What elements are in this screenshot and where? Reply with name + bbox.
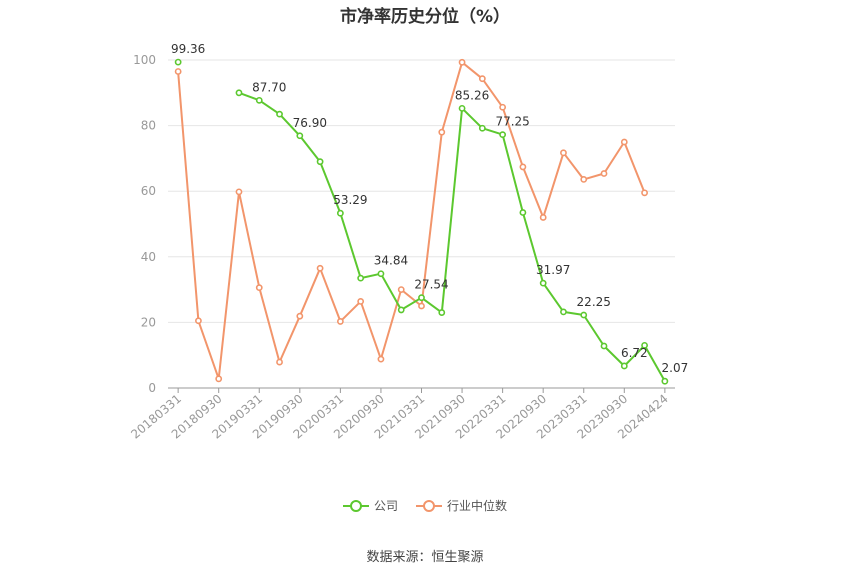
data-point-industry bbox=[276, 358, 283, 366]
data-point-company bbox=[296, 132, 304, 140]
data-label: 31.97 bbox=[536, 263, 570, 277]
data-label: 99.36 bbox=[171, 42, 205, 56]
data-point-industry bbox=[438, 128, 446, 136]
data-point-company bbox=[478, 124, 486, 132]
data-point-industry bbox=[336, 318, 344, 325]
data-label: 27.54 bbox=[414, 278, 448, 292]
data-point-industry bbox=[499, 103, 507, 111]
chart-title: 市净率历史分位（%） bbox=[339, 7, 511, 27]
data-point-industry bbox=[255, 284, 263, 292]
data-point-industry bbox=[357, 298, 365, 305]
legend-swatch-company bbox=[342, 499, 369, 512]
data-label: 77.25 bbox=[495, 115, 529, 129]
y-tick-label: 100 bbox=[133, 53, 156, 67]
data-point-industry bbox=[215, 375, 223, 383]
data-point-company bbox=[499, 131, 507, 139]
y-tick-label: 0 bbox=[148, 381, 156, 395]
data-source: 数据来源：恒生聚源 bbox=[366, 550, 484, 565]
data-label: 87.70 bbox=[252, 80, 286, 94]
data-label: 85.26 bbox=[455, 88, 489, 102]
y-tick-label: 40 bbox=[141, 250, 156, 264]
data-label: 76.90 bbox=[293, 116, 327, 130]
data-point-company bbox=[336, 209, 344, 217]
data-point-industry bbox=[519, 163, 527, 171]
legend-item-industry[interactable]: 行业中位数 bbox=[416, 497, 507, 514]
data-point-company bbox=[600, 342, 608, 350]
data-point-company bbox=[397, 306, 405, 314]
data-point-company bbox=[276, 110, 283, 118]
data-point-industry bbox=[174, 68, 182, 75]
y-tick-label: 80 bbox=[141, 119, 156, 133]
data-point-company bbox=[174, 58, 182, 66]
data-point-industry bbox=[296, 312, 304, 320]
data-point-company bbox=[661, 377, 669, 385]
data-point-industry bbox=[478, 75, 486, 83]
data-point-company bbox=[418, 294, 425, 302]
data-point-company bbox=[560, 308, 567, 316]
data-point-industry bbox=[235, 188, 243, 196]
data-point-industry bbox=[580, 175, 588, 183]
legend-label-industry: 行业中位数 bbox=[447, 499, 508, 513]
data-label: 22.25 bbox=[577, 295, 611, 309]
data-point-company bbox=[580, 311, 588, 319]
y-tick-label: 20 bbox=[141, 315, 156, 329]
series-line-industry bbox=[177, 61, 646, 380]
data-point-company bbox=[377, 270, 385, 278]
data-point-industry bbox=[641, 189, 648, 197]
data-point-industry bbox=[377, 355, 385, 363]
data-point-industry bbox=[620, 138, 628, 146]
data-label: 53.29 bbox=[333, 193, 367, 207]
legend-item-company[interactable]: 公司 bbox=[342, 497, 398, 514]
legend-label-company: 公司 bbox=[373, 499, 398, 513]
data-point-company bbox=[235, 89, 243, 97]
data-point-company bbox=[641, 341, 648, 349]
data-point-company bbox=[357, 274, 365, 282]
data-point-company bbox=[519, 209, 527, 216]
legend-swatch-industry bbox=[416, 499, 442, 512]
data-point-company bbox=[438, 309, 446, 316]
data-point-company bbox=[255, 96, 263, 104]
data-point-industry bbox=[195, 317, 202, 325]
y-tick-label: 60 bbox=[141, 184, 156, 198]
data-point-industry bbox=[560, 149, 567, 157]
data-point-industry bbox=[600, 170, 608, 177]
series-line-company bbox=[238, 91, 666, 382]
data-point-industry bbox=[316, 264, 324, 272]
data-point-company bbox=[458, 104, 466, 112]
data-label: 6.72 bbox=[621, 346, 648, 360]
data-label: 2.07 bbox=[662, 361, 689, 375]
data-point-company bbox=[539, 279, 547, 287]
data-point-company bbox=[316, 158, 324, 166]
legend: 公司 行业中位数 bbox=[0, 497, 850, 514]
data-point-industry bbox=[397, 286, 405, 293]
data-label: 34.84 bbox=[374, 254, 408, 268]
data-point-industry bbox=[458, 58, 466, 66]
data-point-industry bbox=[418, 302, 425, 310]
data-point-industry bbox=[539, 214, 547, 221]
data-point-company bbox=[620, 362, 628, 370]
